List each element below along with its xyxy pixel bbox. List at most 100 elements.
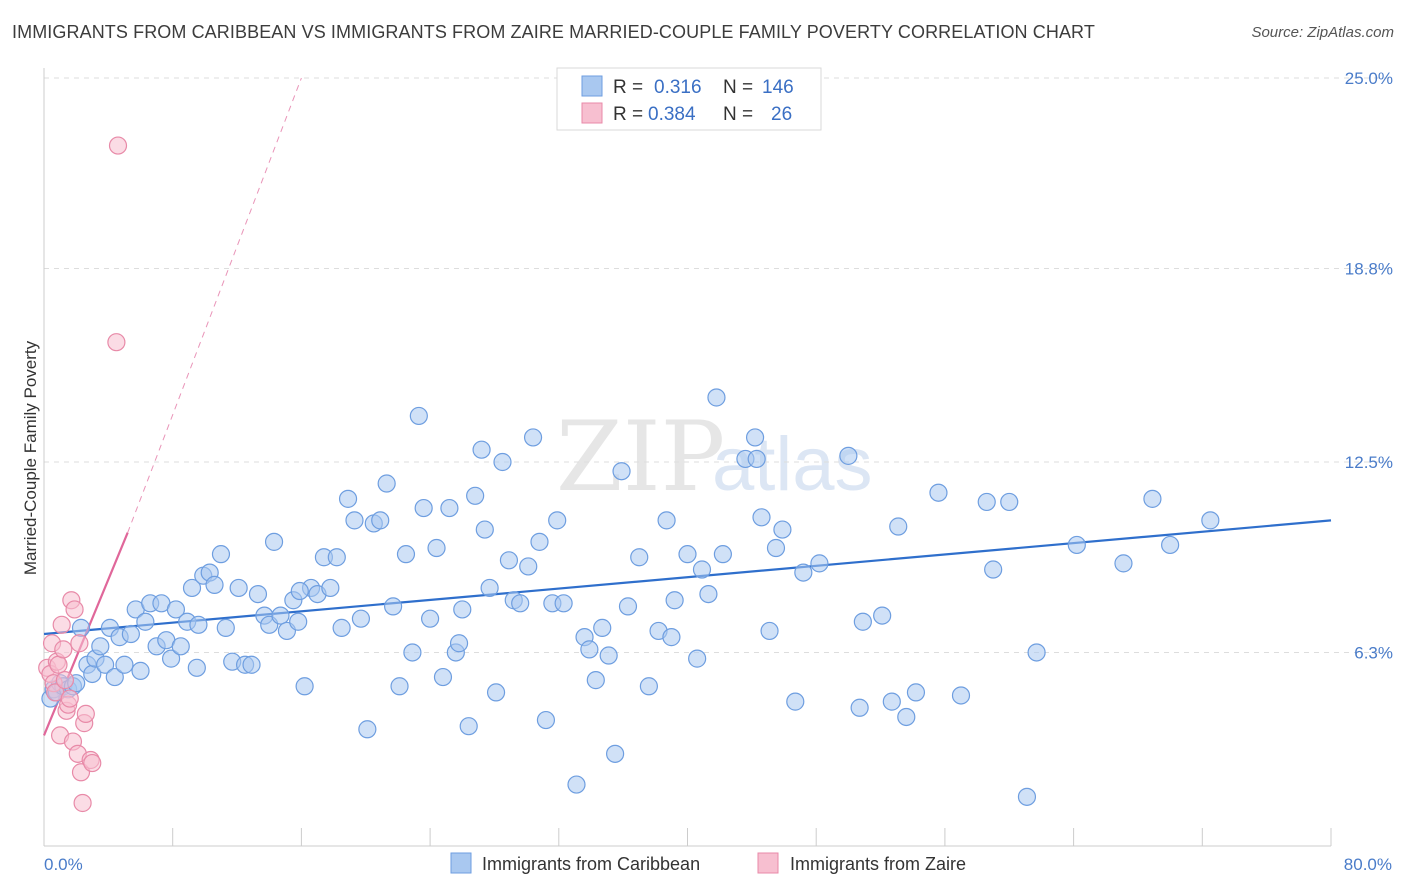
- series-0-point-97: [593, 618, 612, 637]
- series-0-point-106: [665, 591, 684, 610]
- x-tick-labels: 0.0% 80.0%: [44, 855, 1392, 874]
- series-0-point-110: [699, 584, 718, 604]
- series-0-point-30: [182, 578, 202, 598]
- series-1-point-13: [60, 689, 79, 708]
- series-0-point-20: [131, 661, 150, 680]
- series-0-point-143: [662, 628, 681, 647]
- series-0-point-36: [216, 618, 235, 637]
- series-0-point-136: [1027, 643, 1046, 662]
- axes: [43, 68, 1332, 847]
- series-0-point-112: [713, 545, 732, 564]
- series-0-point-95: [580, 640, 599, 659]
- series-0-point-18: [121, 624, 140, 644]
- series-0-point-67: [409, 406, 428, 426]
- legend-r-label-caribbean: R =: [613, 77, 643, 98]
- series-0-point-76: [459, 717, 478, 736]
- series-1-point-24: [83, 753, 102, 773]
- series-0-point-144: [290, 581, 309, 601]
- series-1-trend-extension: [127, 77, 302, 533]
- grid-lines: [44, 77, 1392, 653]
- series-0-point-12: [91, 637, 110, 656]
- series-0-point-133: [984, 560, 1003, 579]
- series-0-point-96: [586, 671, 605, 690]
- series-legend-label-caribbean: Immigrants from Caribbean: [482, 854, 700, 874]
- series-0-point-35: [211, 545, 231, 564]
- series-1-point-16: [65, 600, 84, 619]
- series-1-points: [38, 136, 128, 813]
- series-0-point-105: [657, 511, 676, 530]
- series-0-point-145: [189, 615, 208, 634]
- x-tick-label-1: 80.0%: [1344, 855, 1392, 874]
- series-0-point-57: [345, 511, 364, 530]
- series-0-point-8: [71, 618, 91, 637]
- series-0-point-56: [338, 489, 358, 508]
- series-0-point-48: [289, 612, 308, 631]
- series-0-point-127: [889, 517, 908, 536]
- series-legend-swatch-zaire: [757, 852, 779, 874]
- series-0-point-83: [499, 551, 519, 570]
- legend-r-label-zaire: R =: [613, 104, 643, 125]
- series-0-point-114: [745, 428, 765, 447]
- series-0-point-31: [187, 658, 206, 677]
- chart-title: IMMIGRANTS FROM CARIBBEAN VS IMMIGRANTS …: [12, 22, 1095, 42]
- series-0-point-72: [440, 498, 459, 518]
- series-0-point-28: [171, 637, 190, 656]
- series-0-point-140: [1161, 535, 1180, 555]
- series-0-point-120: [794, 563, 813, 582]
- series-0-points: [41, 388, 1220, 806]
- series-0-point-103: [639, 677, 658, 696]
- y-tick-label-3: 25.0%: [1345, 69, 1393, 88]
- legend-r-value-caribbean: 0.316: [654, 77, 702, 98]
- series-0-point-80: [480, 578, 499, 598]
- series-0-point-121: [810, 554, 829, 573]
- series-0-point-65: [396, 545, 416, 564]
- series-0-point-115: [752, 508, 771, 527]
- series-0-point-79: [475, 520, 494, 539]
- series-1-point-8: [52, 615, 71, 634]
- series-0-point-40: [242, 655, 261, 674]
- series-0-point-102: [630, 548, 649, 567]
- stats-legend: R = 0.316 N = 146 R = 0.384 N = 26: [556, 67, 822, 131]
- series-legend: Immigrants from Caribbean Immigrants fro…: [450, 852, 966, 874]
- series-0-point-89: [536, 710, 556, 730]
- legend-n-value-caribbean: 146: [762, 77, 794, 98]
- series-0-point-119: [786, 692, 805, 711]
- series-0-point-81: [486, 683, 506, 702]
- series-0-point-86: [519, 557, 538, 576]
- series-0-point-82: [493, 452, 512, 472]
- series-0-point-98: [599, 646, 618, 665]
- series-1-point-18: [70, 634, 89, 653]
- series-0-point-71: [433, 667, 453, 687]
- x-tick-label-0: 0.0%: [44, 855, 83, 874]
- series-0-point-138: [1114, 554, 1133, 573]
- data-points: [38, 136, 1220, 813]
- series-1-point-25: [107, 333, 126, 352]
- series-0-point-69: [421, 609, 440, 628]
- series-1-point-26: [108, 136, 128, 155]
- series-0-point-107: [678, 545, 697, 564]
- legend-r-value-zaire: 0.384: [648, 104, 696, 125]
- series-1-point-6: [49, 655, 68, 674]
- series-0-point-85: [511, 594, 530, 613]
- watermark-zip: ZIP: [556, 401, 725, 513]
- series-0-point-34: [205, 575, 224, 594]
- series-1-point-20: [73, 793, 92, 813]
- legend-swatch-caribbean: [581, 75, 603, 97]
- series-0-point-78: [472, 440, 491, 459]
- series-0-trend-line: [43, 519, 1332, 636]
- series-0-point-141: [1201, 511, 1220, 530]
- series-0-point-124: [853, 612, 872, 631]
- y-tick-label-1: 12.5%: [1345, 453, 1393, 472]
- series-0-point-63: [383, 597, 403, 616]
- series-0-point-134: [1000, 492, 1019, 512]
- y-tick-labels: 6.3% 12.5% 18.8% 25.0%: [1345, 69, 1393, 662]
- series-0-point-53: [321, 578, 340, 598]
- series-0-point-99: [606, 744, 625, 763]
- series-0-point-17: [115, 655, 134, 674]
- y-tick-label-0: 6.3%: [1354, 643, 1393, 662]
- series-0-point-135: [1017, 787, 1037, 806]
- series-0-point-62: [377, 474, 396, 493]
- series-legend-swatch-caribbean: [450, 852, 472, 874]
- series-0-point-58: [351, 609, 371, 628]
